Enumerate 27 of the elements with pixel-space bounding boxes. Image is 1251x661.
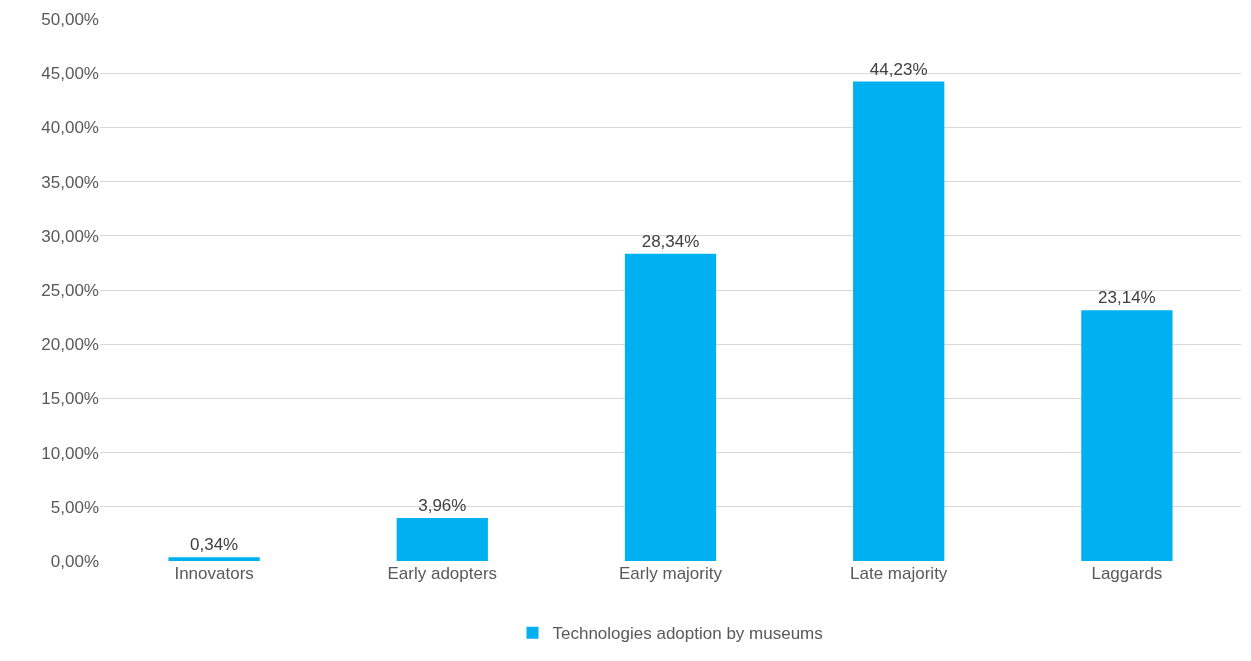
data-label: 28,34% bbox=[641, 231, 700, 251]
bar bbox=[624, 253, 717, 561]
y-tick-label: 50,00% bbox=[41, 9, 99, 29]
bar bbox=[1081, 310, 1173, 561]
y-tick-label: 5,00% bbox=[50, 497, 99, 517]
x-tick-label: Late majority bbox=[850, 564, 948, 583]
x-tick-label: Early adopters bbox=[387, 564, 498, 583]
data-label: 0,34% bbox=[190, 535, 239, 555]
bar bbox=[853, 81, 945, 561]
y-tick-label: 25,00% bbox=[41, 280, 99, 300]
y-tick-label: 35,00% bbox=[41, 172, 99, 192]
y-tick-label: 0,00% bbox=[50, 551, 99, 571]
y-tick-label: 20,00% bbox=[41, 335, 99, 355]
x-tick-label: Early majority bbox=[619, 564, 723, 583]
data-label: 3,96% bbox=[418, 496, 467, 516]
y-tick-label: 15,00% bbox=[41, 389, 99, 409]
x-tick-label: Innovators bbox=[174, 564, 254, 583]
y-tick-label: 30,00% bbox=[41, 226, 99, 246]
bar bbox=[396, 518, 488, 561]
y-tick-label: 40,00% bbox=[41, 118, 99, 138]
y-tick-label: 45,00% bbox=[41, 64, 99, 84]
data-label: 23,14% bbox=[1098, 288, 1156, 308]
bar bbox=[168, 557, 260, 561]
data-label: 44,23% bbox=[869, 59, 928, 79]
legend-label: Technologies adoption by museums bbox=[552, 624, 823, 644]
x-tick-label: Laggards bbox=[1091, 564, 1163, 583]
y-tick-label: 10,00% bbox=[41, 443, 99, 463]
